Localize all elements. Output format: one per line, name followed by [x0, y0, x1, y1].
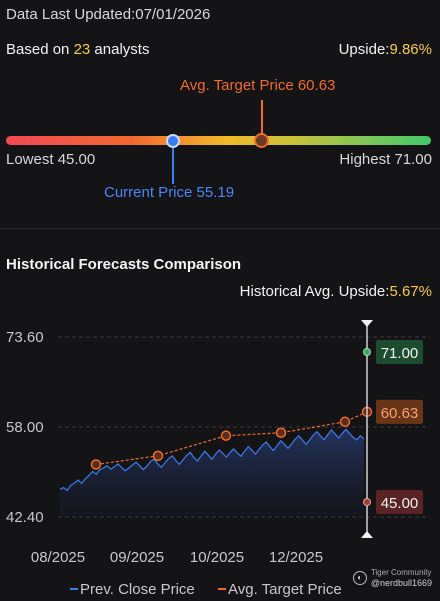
- analyst-count: 23: [73, 41, 91, 58]
- price-range-bar: [6, 136, 431, 145]
- y-tick-label: 73.60: [6, 329, 44, 346]
- x-tick-label: 12/2025: [269, 549, 323, 566]
- chart-legend: Prev. Close Price Avg. Target Price: [70, 581, 342, 598]
- current-price-marker[interactable]: [166, 134, 180, 148]
- avg-target-marker[interactable]: [254, 133, 269, 148]
- y-tick-label: 42.40: [6, 509, 44, 526]
- upside-text: Upside:9.86%: [339, 41, 432, 58]
- low-target-badge-box: [376, 490, 423, 514]
- highest-price-label: Highest 71.00: [339, 151, 432, 168]
- historical-forecast-chart[interactable]: 73.60 58.00 42.40 08/2025 09/2025 10/2025 12/…: [0, 310, 440, 601]
- crosshair-bottom-handle: [361, 531, 373, 538]
- watermark: ◐ Tiger Community @nerdbull1669: [352, 568, 432, 588]
- upside-label: Upside:: [338, 41, 390, 58]
- based-on-suffix: analysts: [90, 41, 150, 58]
- avg-target-point: [220, 430, 232, 441]
- low-target-point: [363, 498, 371, 506]
- high-target-badge-text: 71.00: [381, 345, 419, 362]
- y-tick-label: 58.00: [6, 419, 44, 436]
- legend-close-label: Prev. Close Price: [80, 581, 195, 598]
- watermark-handle: @nerdbull1669: [370, 578, 432, 588]
- crosshair-top-handle: [361, 320, 373, 327]
- upside-value: 9.86%: [389, 41, 432, 58]
- x-axis-ticks: 08/2025 09/2025 10/2025 12/2025: [31, 549, 323, 566]
- avg-target-badge-text: 60.63: [381, 405, 419, 422]
- avg-target-point: [152, 450, 164, 462]
- avg-target-point: [275, 427, 287, 439]
- tiger-logo-icon: ◐: [352, 571, 367, 585]
- historical-forecasts-title: Historical Forecasts Comparison: [6, 256, 242, 273]
- section-divider: [0, 228, 440, 229]
- x-tick-label: 10/2025: [190, 549, 244, 566]
- avg-target-pointer: [261, 100, 263, 134]
- historical-upside-label: Historical Avg. Upside:: [239, 283, 390, 300]
- x-tick-label: 09/2025: [110, 549, 164, 566]
- avg-target-point: [339, 416, 351, 428]
- close-price-line: [59, 428, 365, 492]
- high-target-point: [363, 348, 371, 356]
- avg-target-badge-box: [376, 399, 423, 424]
- historical-upside-value: 5.67%: [389, 283, 432, 300]
- x-tick-label: 08/2025: [31, 549, 85, 566]
- lowest-price-label: Lowest 45.00: [6, 151, 96, 168]
- based-on-prefix: Based on: [6, 41, 74, 58]
- close-price-area: [60, 429, 364, 517]
- current-price-pointer: [172, 148, 174, 184]
- avg-target-point: [90, 459, 102, 470]
- latest-value-badges: 71.00 60.63 45.00: [363, 340, 423, 514]
- low-target-badge-text: 45.00: [381, 495, 419, 512]
- legend-avg-label: Avg. Target Price: [228, 581, 342, 598]
- y-axis-ticks: 73.60 58.00 42.40: [6, 329, 44, 526]
- current-price-label: Current Price 55.19: [104, 184, 235, 201]
- high-target-badge-box: [376, 340, 423, 364]
- analyst-summary-row: Based on 23 analysts Upside:9.86%: [6, 41, 432, 58]
- historical-upside: Historical Avg. Upside:5.67%: [240, 283, 432, 300]
- watermark-text: Tiger Community @nerdbull1669: [371, 568, 432, 588]
- analyst-count-text: Based on 23 analysts: [6, 41, 149, 58]
- data-last-updated: Data Last Updated:07/01/2026: [6, 6, 211, 23]
- avg-target-price-label: Avg. Target Price 60.63: [180, 77, 336, 94]
- watermark-brand: Tiger Community: [370, 568, 432, 577]
